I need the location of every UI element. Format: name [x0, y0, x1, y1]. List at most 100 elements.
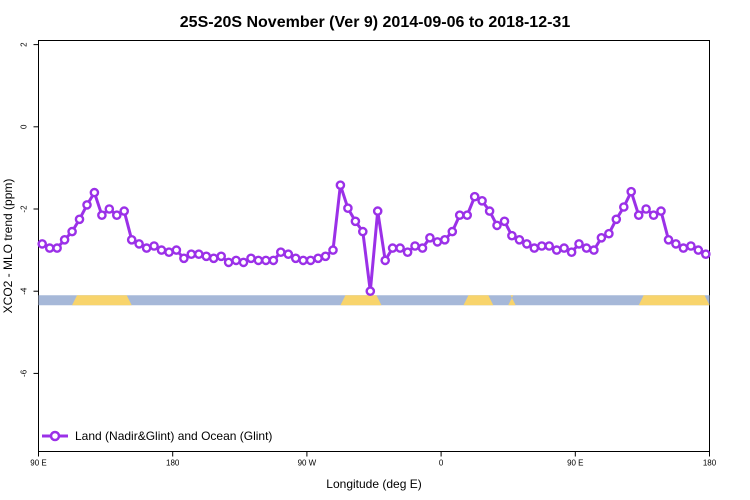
data-point-8 [97, 210, 107, 220]
data-point-71 [566, 247, 577, 257]
data-point-32 [275, 247, 286, 257]
data-point-73 [581, 243, 592, 253]
y-axis-ticks: 2 0 -2 -4 -6 [20, 42, 39, 377]
y-tick-label-0: 2 [20, 42, 29, 47]
land-segment-2 [463, 295, 494, 306]
data-point-38 [320, 251, 331, 262]
data-point-85 [671, 239, 681, 249]
data-point-50 [410, 241, 420, 251]
y-tick-label-1: 0 [20, 124, 29, 129]
data-point-89 [701, 249, 711, 259]
data-point-23 [208, 253, 219, 264]
data-point-6 [82, 200, 92, 210]
data-point-43 [357, 226, 368, 237]
series-line-layer [41, 183, 707, 293]
data-point-36 [305, 255, 316, 266]
data-point-45 [372, 206, 383, 216]
data-point-69 [551, 245, 562, 255]
data-point-5 [74, 214, 85, 225]
y-axis-label: XCO2 - MLO trend (ppm) [1, 179, 15, 314]
data-point-86 [678, 243, 689, 253]
data-point-29 [253, 255, 264, 266]
data-point-63 [507, 230, 517, 241]
data-point-82 [648, 210, 659, 220]
data-point-51 [417, 243, 428, 253]
data-point-39 [328, 245, 338, 255]
data-point-12 [126, 234, 137, 245]
data-point-72 [574, 239, 584, 249]
legend-marker-swatch [49, 430, 61, 442]
data-point-53 [432, 237, 443, 247]
data-point-58 [469, 191, 480, 202]
data-point-11 [119, 206, 129, 216]
data-point-20 [186, 249, 197, 259]
data-point-67 [537, 241, 547, 251]
data-point-35 [298, 255, 309, 266]
legend: Land (Nadir&Glint) and Ocean (Glint) [42, 429, 272, 443]
data-point-41 [343, 203, 353, 213]
data-point-10 [112, 210, 122, 220]
data-point-40 [335, 180, 346, 190]
data-point-46 [380, 255, 391, 266]
data-point-79 [626, 186, 637, 197]
data-point-25 [223, 257, 234, 268]
data-point-65 [522, 239, 532, 249]
data-point-57 [462, 210, 473, 220]
series-points-layer [37, 180, 711, 297]
data-point-7 [89, 187, 100, 198]
data-point-78 [619, 202, 629, 212]
data-point-61 [492, 220, 502, 231]
data-point-16 [156, 245, 167, 255]
x-tick-label-2: 90 W [298, 459, 317, 468]
surface-type-strip [38, 295, 710, 306]
data-point-28 [246, 253, 256, 264]
data-point-60 [484, 206, 495, 216]
y-tick-label-3: -4 [20, 287, 29, 295]
data-point-48 [395, 243, 405, 253]
y-tick-label-2: -2 [20, 205, 29, 213]
x-tick-label-3: 0 [439, 459, 444, 468]
data-point-34 [290, 253, 301, 264]
data-point-22 [201, 251, 212, 262]
legend-label: Land (Nadir&Glint) and Ocean (Glint) [75, 429, 272, 443]
x-tick-label-5: 180 [703, 459, 717, 468]
data-point-31 [268, 255, 279, 266]
x-axis-ticks: 90 E 180 90 W 0 90 E 180 [30, 451, 717, 468]
data-point-75 [596, 232, 607, 243]
series-line [41, 183, 707, 293]
y-tick-label-4: -6 [20, 369, 29, 377]
data-point-81 [641, 204, 651, 214]
data-point-27 [238, 257, 249, 268]
data-point-87 [686, 241, 696, 251]
data-point-4 [67, 226, 77, 237]
data-point-44 [365, 286, 376, 297]
data-point-19 [179, 253, 189, 264]
data-point-49 [402, 247, 413, 257]
x-tick-label-0: 90 E [30, 459, 46, 468]
data-point-13 [134, 239, 144, 249]
data-point-62 [499, 216, 510, 227]
data-point-2 [52, 243, 62, 253]
data-point-24 [216, 251, 226, 262]
data-point-54 [439, 234, 450, 245]
data-point-66 [529, 243, 540, 253]
data-point-70 [559, 243, 569, 253]
data-point-21 [193, 249, 204, 259]
land-segment-4 [638, 295, 710, 306]
data-point-55 [447, 226, 458, 237]
data-point-52 [425, 232, 435, 243]
x-axis-label: Longitude (deg E) [326, 477, 421, 491]
data-point-74 [589, 245, 599, 255]
data-point-56 [454, 210, 465, 220]
data-point-88 [693, 245, 704, 255]
data-point-9 [104, 204, 115, 214]
data-point-1 [44, 243, 55, 253]
land-segment-1 [340, 295, 382, 306]
data-point-3 [59, 234, 70, 245]
data-point-42 [350, 216, 361, 227]
data-point-77 [611, 214, 622, 225]
data-point-59 [477, 195, 487, 206]
data-point-37 [313, 253, 323, 264]
data-point-83 [656, 206, 666, 216]
land-segment-0 [72, 295, 132, 306]
